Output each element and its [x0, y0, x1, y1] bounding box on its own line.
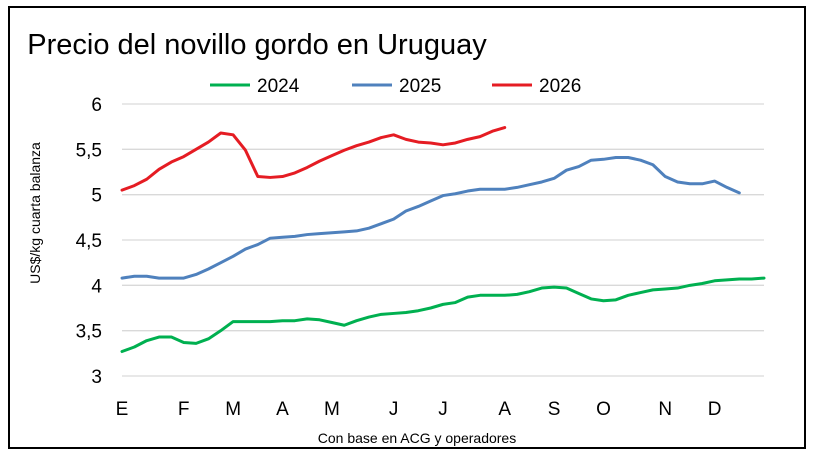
y-tick-label: 4 [91, 276, 102, 297]
series-lines [120, 126, 766, 354]
x-tick-label: A [498, 399, 511, 420]
chart-frame: Precio del novillo gordo en Uruguay 2024… [8, 6, 806, 449]
x-tick-label: F [178, 399, 190, 420]
x-tick-label: O [596, 399, 611, 420]
x-tick-label: S [548, 399, 561, 420]
x-tick-label: N [658, 399, 672, 420]
chart-title: Precio del novillo gordo en Uruguay [27, 29, 487, 61]
legend-label-2025: 2025 [399, 76, 441, 97]
legend: 2024 2025 2026 [210, 76, 581, 97]
series-line-2025 [120, 155, 741, 280]
x-tick-label: J [389, 399, 399, 420]
y-axis-ticks: 3 3,5 4 4,5 5 5,5 6 [76, 95, 103, 388]
series-line-2024 [120, 276, 766, 354]
legend-label-2026: 2026 [539, 76, 581, 97]
x-tick-label: A [276, 399, 289, 420]
y-tick-label: 5 [91, 186, 102, 207]
y-tick-label: 3 [91, 367, 102, 388]
y-tick-label: 4,5 [76, 231, 102, 252]
y-tick-label: 3,5 [76, 322, 102, 343]
y-tick-label: 6 [91, 95, 102, 116]
series-line-2026 [120, 126, 507, 192]
line-chart: Precio del novillo gordo en Uruguay 2024… [27, 29, 766, 446]
legend-label-2024: 2024 [257, 76, 300, 97]
y-tick-label: 5,5 [76, 140, 102, 161]
y-axis-label: US$/kg cuarta balanza [27, 142, 43, 284]
x-tick-label: D [708, 399, 722, 420]
x-tick-label: M [324, 399, 340, 420]
x-tick-label: E [116, 399, 129, 420]
gridlines [122, 103, 764, 377]
x-tick-label: J [438, 399, 448, 420]
source-note: Con base en ACG y operadores [318, 430, 516, 446]
x-tick-label: M [225, 399, 241, 420]
